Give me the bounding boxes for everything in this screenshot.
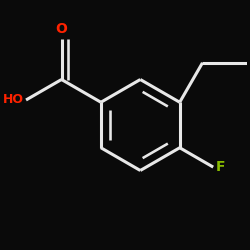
Text: O: O [56, 22, 68, 36]
Text: HO: HO [3, 94, 24, 106]
Text: F: F [216, 160, 225, 174]
